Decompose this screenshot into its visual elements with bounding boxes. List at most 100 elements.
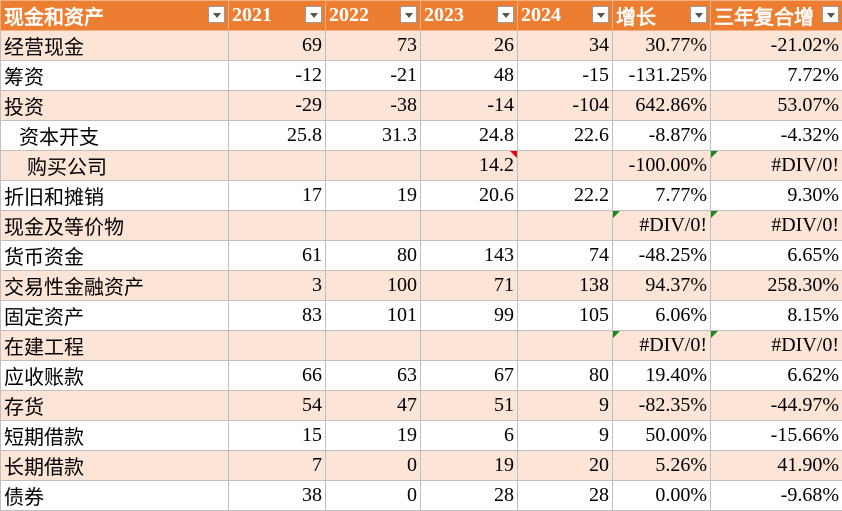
cell[interactable]: 31.3: [326, 121, 421, 151]
cell[interactable]: 30.77%: [613, 31, 711, 61]
cell[interactable]: 9: [518, 391, 613, 421]
cell[interactable]: -4.32%: [711, 121, 842, 151]
filter-button[interactable]: [690, 6, 707, 23]
cell[interactable]: 19: [421, 451, 518, 481]
cell[interactable]: [518, 331, 613, 361]
row-label[interactable]: 资本开支: [1, 121, 229, 151]
cell[interactable]: 66: [229, 361, 326, 391]
cell[interactable]: -29: [229, 91, 326, 121]
cell[interactable]: 41.90%: [711, 451, 842, 481]
cell[interactable]: 6.62%: [711, 361, 842, 391]
cell[interactable]: 38: [229, 481, 326, 511]
cell[interactable]: 19: [326, 181, 421, 211]
row-label[interactable]: 存货: [1, 391, 229, 421]
cell[interactable]: 80: [326, 241, 421, 271]
row-label[interactable]: 现金及等价物: [1, 211, 229, 241]
cell[interactable]: 28: [518, 481, 613, 511]
cell[interactable]: 22.6: [518, 121, 613, 151]
cell[interactable]: [229, 151, 326, 181]
cell[interactable]: 71: [421, 271, 518, 301]
cell[interactable]: 94.37%: [613, 271, 711, 301]
cell[interactable]: -38: [326, 91, 421, 121]
cell[interactable]: 20: [518, 451, 613, 481]
cell[interactable]: 69: [229, 31, 326, 61]
filter-button[interactable]: [305, 6, 322, 23]
cell[interactable]: -131.25%: [613, 61, 711, 91]
cell[interactable]: 8.15%: [711, 301, 842, 331]
cell[interactable]: 17: [229, 181, 326, 211]
row-label[interactable]: 交易性金融资产: [1, 271, 229, 301]
cell[interactable]: -104: [518, 91, 613, 121]
cell[interactable]: 20.6: [421, 181, 518, 211]
row-label[interactable]: 货币资金: [1, 241, 229, 271]
cell[interactable]: 7.72%: [711, 61, 842, 91]
cell[interactable]: 258.30%: [711, 271, 842, 301]
cell[interactable]: 67: [421, 361, 518, 391]
cell[interactable]: 6: [421, 421, 518, 451]
cell[interactable]: [229, 211, 326, 241]
cell[interactable]: -8.87%: [613, 121, 711, 151]
cell[interactable]: -82.35%: [613, 391, 711, 421]
cell[interactable]: 54: [229, 391, 326, 421]
cell[interactable]: 99: [421, 301, 518, 331]
cell[interactable]: [518, 211, 613, 241]
cell[interactable]: 26: [421, 31, 518, 61]
cell[interactable]: 22.2: [518, 181, 613, 211]
cell[interactable]: -9.68%: [711, 481, 842, 511]
row-label[interactable]: 折旧和摊销: [1, 181, 229, 211]
filter-button[interactable]: [822, 6, 839, 23]
cell[interactable]: 105: [518, 301, 613, 331]
cell[interactable]: -15: [518, 61, 613, 91]
cell[interactable]: 50.00%: [613, 421, 711, 451]
cell[interactable]: -21.02%: [711, 31, 842, 61]
cell[interactable]: 15: [229, 421, 326, 451]
cell[interactable]: 73: [326, 31, 421, 61]
cell[interactable]: 5.26%: [613, 451, 711, 481]
cell[interactable]: 101: [326, 301, 421, 331]
filter-button[interactable]: [400, 6, 417, 23]
cell[interactable]: 0.00%: [613, 481, 711, 511]
cell[interactable]: [518, 151, 613, 181]
row-label[interactable]: 固定资产: [1, 301, 229, 331]
row-label[interactable]: 在建工程: [1, 331, 229, 361]
row-label[interactable]: 经营现金: [1, 31, 229, 61]
cell[interactable]: -21: [326, 61, 421, 91]
cell[interactable]: 6.65%: [711, 241, 842, 271]
cell[interactable]: 9: [518, 421, 613, 451]
cell[interactable]: 74: [518, 241, 613, 271]
cell[interactable]: [421, 211, 518, 241]
cell[interactable]: 25.8: [229, 121, 326, 151]
cell[interactable]: 7.77%: [613, 181, 711, 211]
cell[interactable]: #DIV/0!: [613, 211, 711, 241]
cell[interactable]: 7: [229, 451, 326, 481]
cell[interactable]: -44.97%: [711, 391, 842, 421]
cell[interactable]: [229, 331, 326, 361]
cell[interactable]: #DIV/0!: [711, 151, 842, 181]
cell[interactable]: -100.00%: [613, 151, 711, 181]
cell[interactable]: -48.25%: [613, 241, 711, 271]
row-label[interactable]: 短期借款: [1, 421, 229, 451]
cell[interactable]: [421, 331, 518, 361]
cell[interactable]: 47: [326, 391, 421, 421]
cell[interactable]: 48: [421, 61, 518, 91]
filter-button[interactable]: [497, 6, 514, 23]
cell[interactable]: 28: [421, 481, 518, 511]
cell[interactable]: 63: [326, 361, 421, 391]
row-label[interactable]: 投资: [1, 91, 229, 121]
row-label[interactable]: 长期借款: [1, 451, 229, 481]
cell[interactable]: 100: [326, 271, 421, 301]
cell[interactable]: [326, 151, 421, 181]
row-label[interactable]: 应收账款: [1, 361, 229, 391]
cell[interactable]: [326, 211, 421, 241]
cell[interactable]: 24.8: [421, 121, 518, 151]
cell[interactable]: 6.06%: [613, 301, 711, 331]
row-label[interactable]: 筹资: [1, 61, 229, 91]
cell[interactable]: 138: [518, 271, 613, 301]
cell[interactable]: 0: [326, 451, 421, 481]
cell[interactable]: 53.07%: [711, 91, 842, 121]
filter-button[interactable]: [208, 6, 225, 23]
cell[interactable]: 34: [518, 31, 613, 61]
cell[interactable]: 9.30%: [711, 181, 842, 211]
cell[interactable]: -12: [229, 61, 326, 91]
cell[interactable]: 642.86%: [613, 91, 711, 121]
